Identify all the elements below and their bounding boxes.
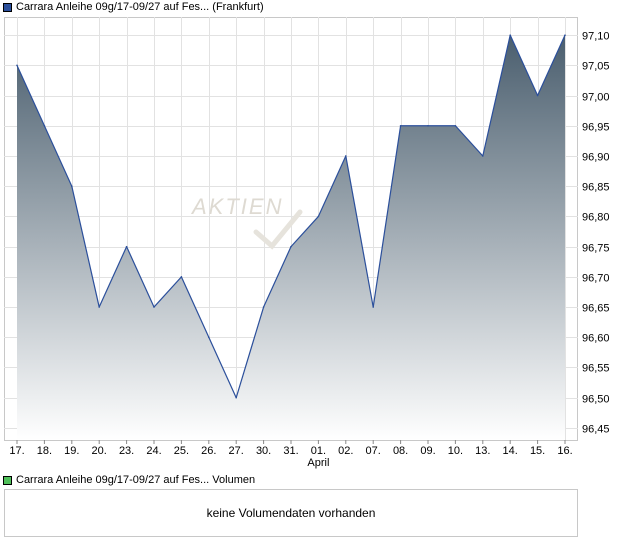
- price-line-segment: [126, 246, 155, 308]
- price-area: [17, 35, 565, 440]
- y-tick-label: 96,85: [582, 182, 610, 194]
- price-line-segment: [537, 34, 566, 96]
- price-point: [235, 396, 237, 399]
- x-tick-label: 01.: [311, 445, 326, 457]
- price-point: [71, 185, 73, 187]
- price-point: [125, 245, 128, 248]
- price-line-segment: [16, 65, 45, 127]
- x-month-label: April: [307, 457, 329, 469]
- x-tick-label: 09.: [420, 445, 435, 457]
- x-tick-label: 27.: [229, 445, 244, 457]
- y-tick-label: 97,05: [582, 61, 610, 73]
- price-line-segment: [263, 246, 292, 308]
- price-point: [454, 124, 457, 127]
- watermark-check-icon: [253, 209, 303, 250]
- y-tick-label: 96,95: [582, 122, 610, 134]
- x-tick-label: 17.: [9, 445, 24, 457]
- x-tick-label: 10.: [448, 445, 463, 457]
- price-line-segment: [180, 276, 210, 338]
- x-tick-label: 15.: [530, 445, 545, 457]
- price-line-segment: [208, 337, 237, 398]
- y-tick-label: 97,10: [582, 31, 610, 43]
- price-line-segment: [235, 306, 265, 398]
- x-tick-label: 23.: [119, 445, 134, 457]
- y-tick-label: 96,50: [582, 394, 610, 406]
- x-tick-label: 31.: [283, 445, 298, 457]
- y-tick-label: 96,75: [582, 243, 610, 255]
- y-tick-label: 96,55: [582, 363, 610, 375]
- price-point: [509, 34, 512, 36]
- x-tick-label: 13.: [475, 445, 490, 457]
- y-tick-label: 96,80: [582, 212, 610, 224]
- price-legend-swatch: [3, 2, 12, 12]
- price-point: [153, 306, 155, 308]
- x-tick-label: 30.: [256, 445, 271, 457]
- y-tick-label: 97,00: [582, 92, 610, 104]
- x-tick-label: 25.: [174, 445, 189, 457]
- x-tick-label: 16.: [557, 445, 572, 457]
- price-point: [345, 155, 347, 157]
- y-tick-label: 96,45: [582, 424, 610, 436]
- x-tick-label: 07.: [366, 445, 381, 457]
- x-tick-label: 20.: [92, 445, 107, 457]
- volume-legend-swatch: [3, 475, 12, 485]
- price-point: [399, 124, 402, 127]
- price-legend: Carrara Anleihe 09g/17-09/27 auf Fes... …: [3, 0, 264, 14]
- price-point: [180, 276, 183, 278]
- volume-legend: Carrara Anleihe 09g/17-09/27 auf Fes... …: [3, 473, 255, 487]
- price-point: [372, 306, 375, 308]
- y-tick-label: 96,65: [582, 303, 610, 315]
- y-tick-label: 96,70: [582, 273, 610, 285]
- price-point: [290, 245, 292, 248]
- price-line-segment: [317, 155, 347, 217]
- price-line-segment: [98, 246, 128, 308]
- price-point: [564, 34, 566, 36]
- price-point: [482, 155, 484, 157]
- volume-legend-label: Carrara Anleihe 09g/17-09/27 auf Fes... …: [16, 474, 256, 486]
- price-line-segment: [43, 125, 73, 187]
- price-line-segment: [482, 34, 511, 157]
- price-point: [536, 94, 539, 97]
- y-tick-label: 96,90: [582, 152, 610, 164]
- price-point: [16, 64, 18, 67]
- price-line-segment: [509, 34, 539, 96]
- price-line-segment: [454, 125, 484, 157]
- price-point: [208, 336, 210, 339]
- x-tick-label: 26.: [201, 445, 216, 457]
- price-line-segment: [71, 186, 100, 308]
- price-chart: 97,10 97,05 97,00 96,95 96,90 96,85 96,80 96,75…: [4, 17, 610, 469]
- y-tick-label: 96,60: [582, 333, 610, 345]
- volume-empty-message: keine Volumendaten vorhanden: [206, 506, 376, 520]
- x-tick-label: 24.: [146, 445, 161, 457]
- price-line-segment: [372, 125, 402, 308]
- price-point: [262, 306, 265, 308]
- x-tick-label: 08.: [393, 445, 408, 457]
- x-tick-label: 19.: [64, 445, 79, 457]
- x-tick-label: 14.: [503, 445, 518, 457]
- price-line-segment: [153, 276, 182, 308]
- watermark-text: AKTIEN: [190, 194, 283, 219]
- volume-panel: keine Volumendaten vorhanden: [4, 489, 578, 537]
- x-tick-label: 02.: [338, 445, 353, 457]
- x-tick-label: 18.: [37, 445, 52, 457]
- price-line-segment: [290, 216, 319, 248]
- price-point: [98, 306, 100, 308]
- price-line-segment: [345, 155, 374, 308]
- price-legend-label: Carrara Anleihe 09g/17-09/27 auf Fes... …: [16, 1, 264, 13]
- price-point: [43, 124, 46, 127]
- price-point: [317, 215, 320, 218]
- price-point: [427, 124, 429, 127]
